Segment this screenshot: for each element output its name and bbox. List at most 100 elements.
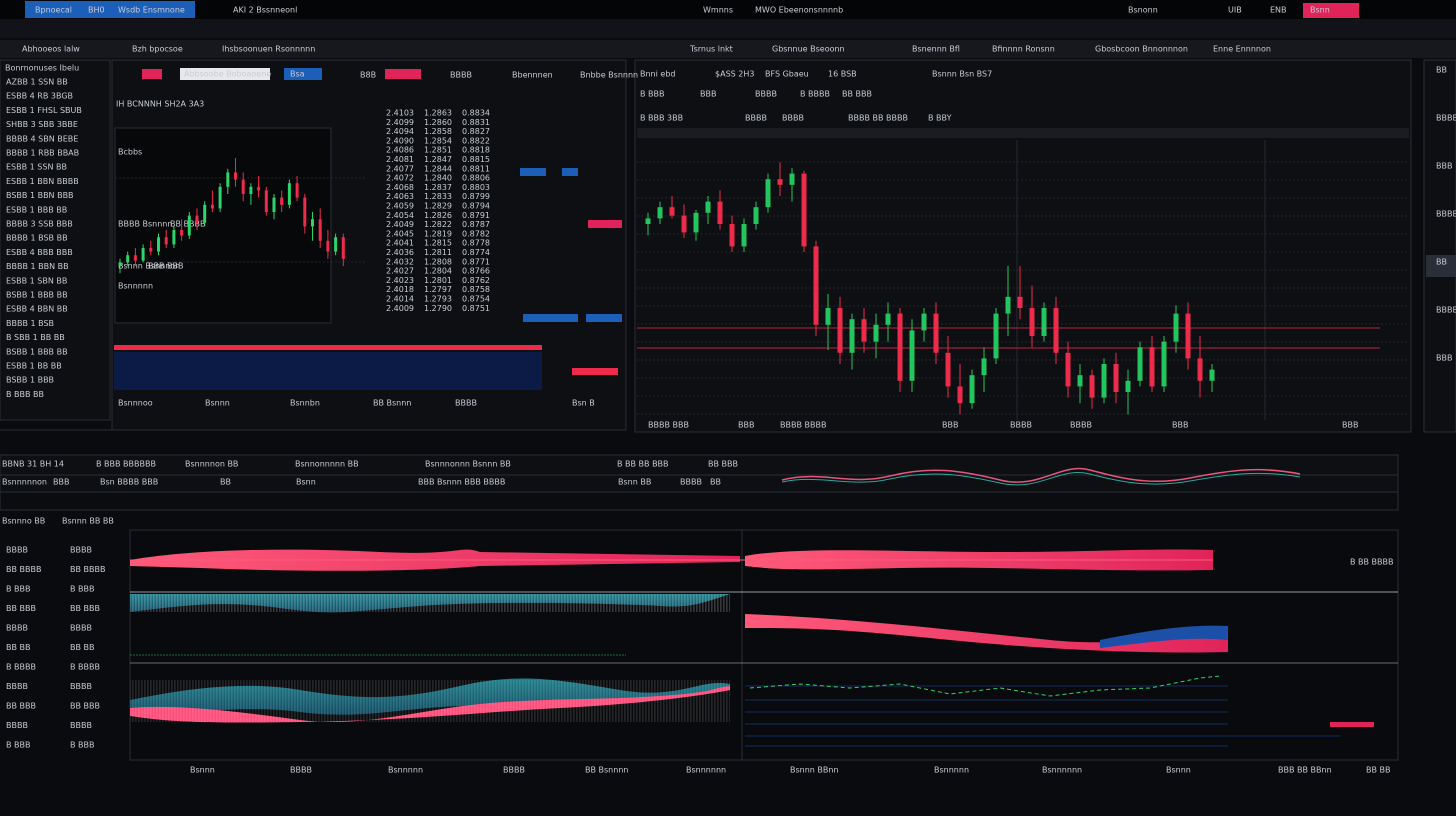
toolbar-item: Abhooeos lalw	[22, 45, 80, 54]
search-text: Abbsoobe Boboaoene	[184, 70, 271, 79]
info-row	[0, 491, 1399, 511]
candle-body	[669, 207, 675, 216]
candle-body	[753, 207, 759, 224]
bottom-label: BB BBB	[70, 604, 100, 613]
candle-body	[657, 207, 663, 219]
candle-body	[801, 173, 807, 247]
watchlist-row: BBBB 1 RBB BBAB	[6, 149, 79, 158]
bottom-label: BB BBB	[6, 702, 36, 711]
watchlist-panel	[0, 59, 111, 421]
order-book-cell: 0.8751	[462, 304, 490, 313]
flag	[523, 314, 578, 322]
bottom-label: BB BBB	[70, 702, 100, 711]
top-bar-item: Bsnn	[1310, 6, 1330, 15]
chart-header: 16 BSB	[828, 70, 857, 79]
toolbar-item: Enne Ennnnon	[1213, 45, 1271, 54]
watchlist-row: AZBB 1 SSN BB	[6, 78, 68, 87]
order-book-cell: 2.4059	[386, 202, 414, 211]
candle-body	[1161, 341, 1167, 387]
bottom-subtitle: Bsnnn BB BB	[62, 517, 114, 526]
candle-body	[280, 197, 284, 205]
candle-body	[777, 179, 783, 185]
candle-body	[157, 237, 160, 252]
order-book-cell: 1.2863	[424, 109, 452, 118]
bottom-label: BB BBBB	[70, 565, 105, 574]
info-cell: BB BBB	[708, 460, 738, 469]
bottom-title: Bsnnno BB	[2, 517, 45, 526]
x-tick-label: BBB	[1172, 421, 1188, 430]
order-book-cell: 0.8782	[462, 229, 490, 238]
marker	[1330, 722, 1374, 727]
toolbar-item: Tsrnus lnkt	[689, 45, 733, 54]
chart-header: BFS Gbaeu	[765, 70, 809, 79]
candle-body	[295, 183, 299, 198]
bottom-label: B BBB	[70, 741, 95, 750]
watchlist-row: BSBB 1 BBN BBB	[6, 191, 74, 200]
candle-body	[861, 319, 867, 342]
x-tick-label: Bsnnnnn	[934, 766, 969, 775]
order-book-cell: 0.8771	[462, 257, 490, 266]
candle-body	[303, 197, 307, 227]
info-cell: BB	[710, 478, 721, 487]
watchlist-row: ESBB 1 BBB BB	[6, 205, 67, 214]
candle-body	[1125, 380, 1131, 392]
mini-chart-area	[114, 127, 332, 324]
center-label: Bsnnnnn	[118, 282, 153, 291]
x-tick-label: BBBB	[503, 766, 525, 775]
candle-body	[705, 201, 711, 213]
watchlist-row: ESBB 1 SSN BB	[6, 163, 67, 172]
candle-body	[717, 201, 723, 224]
order-book-cell: 1.2844	[424, 164, 452, 173]
band-texture	[130, 680, 730, 722]
top-bar-item: MWO Ebeenonsnnnnb	[755, 6, 843, 15]
watchlist-row: BBBB 3 SSB BBB	[6, 220, 73, 229]
side-item: BBB	[1436, 162, 1452, 171]
toolbar-item: Ihsbsoonuen Rsonnnnn	[222, 45, 315, 54]
candle-body	[813, 246, 819, 325]
chart-header: $ASS 2H3	[715, 70, 754, 79]
watchlist-row: ESBB 1 BBN BBBB	[6, 177, 79, 186]
candle-body	[1137, 347, 1143, 381]
bottom-label: BBBB	[70, 721, 92, 730]
order-book-cell: 2.4077	[386, 164, 414, 173]
watchlist-row: ESBB 1 SBN BB	[6, 276, 67, 285]
order-book-cell: 1.2860	[424, 118, 452, 127]
order-book-cell: 2.4041	[386, 239, 414, 248]
top-button[interactable]	[1303, 3, 1359, 18]
order-book-cell: 0.8778	[462, 239, 490, 248]
side-panel	[1423, 59, 1456, 433]
watchlist-row: BSBB 1 BBB BB	[6, 347, 68, 356]
flag	[572, 368, 618, 375]
center-label: BBBB Bsnnnn	[118, 220, 172, 229]
candle-body	[981, 358, 987, 376]
candle-body	[287, 183, 291, 205]
search-button[interactable]	[284, 68, 322, 80]
bottom-label: BBBB	[6, 546, 28, 555]
order-book-cell: 1.2851	[424, 146, 452, 155]
order-book-cell: 2.4072	[386, 174, 414, 183]
watchlist-row: BBBB 1 BBN BB	[6, 262, 69, 271]
candle-body	[885, 313, 891, 325]
bottom-label: B BBB	[6, 741, 31, 750]
side-button[interactable]	[1426, 255, 1456, 277]
order-book-cell: 2.4009	[386, 304, 414, 313]
order-book-cell: 2.4014	[386, 295, 414, 304]
x-tick-label: BBBB BBBB	[780, 421, 826, 430]
search-box[interactable]	[180, 68, 270, 80]
order-book-cell: 2.4063	[386, 192, 414, 201]
center-footer: Bsnnnoo	[118, 399, 153, 408]
candle-body	[203, 204, 207, 223]
info-cell: BB	[220, 478, 231, 487]
toolbar-item: Gbosbcoon Bnnonnnon	[1095, 45, 1188, 54]
info-cell: B BBB BBBBBB	[96, 460, 156, 469]
order-book-cell: 0.8766	[462, 267, 490, 276]
info-cell: Bsnnonnnnn BB	[295, 460, 359, 469]
candle-body	[1077, 375, 1083, 387]
order-book-cell: 0.8831	[462, 118, 490, 127]
candle-body	[849, 319, 855, 353]
active-tab[interactable]	[25, 1, 195, 18]
bottom-label: BB BBBB	[6, 565, 41, 574]
order-book-cell: 1.2829	[424, 202, 452, 211]
order-book-cell: 0.8803	[462, 183, 490, 192]
info-cell: Bsnnnnon BB	[185, 460, 238, 469]
